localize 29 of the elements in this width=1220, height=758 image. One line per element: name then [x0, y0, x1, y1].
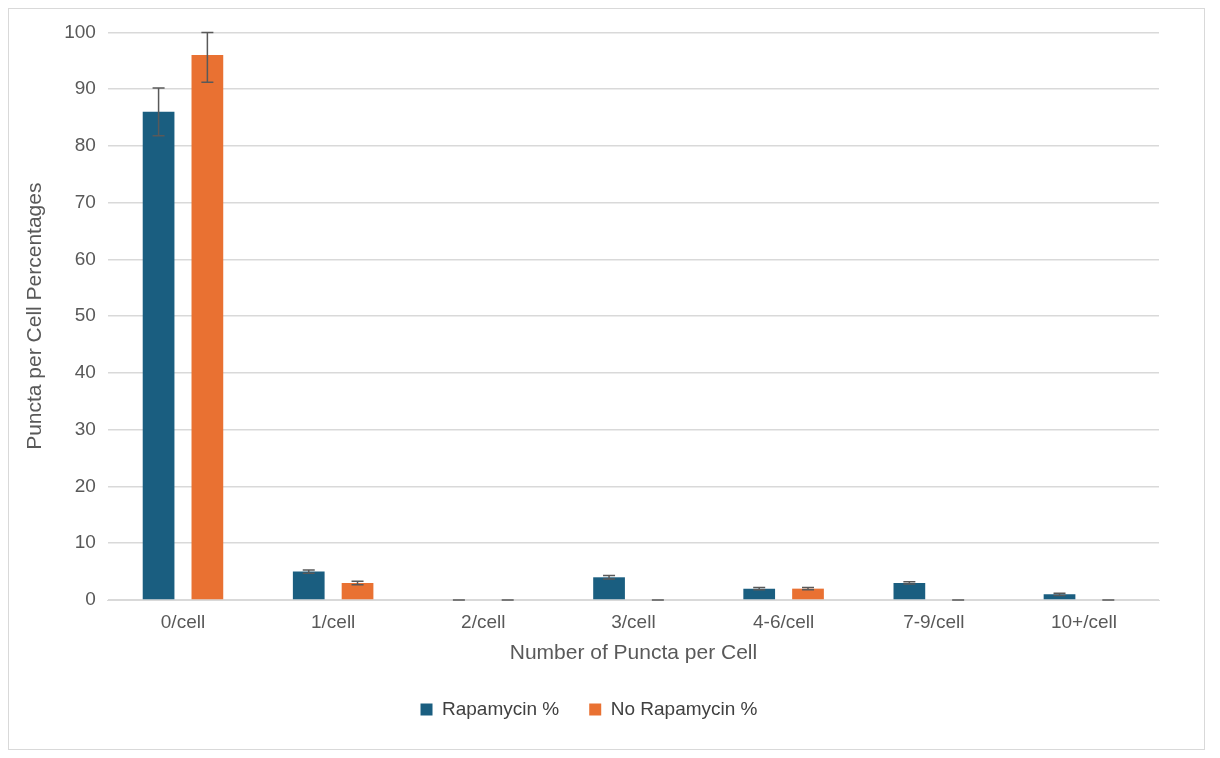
y-tick-label: 20 [74, 474, 96, 496]
x-tick-label: 3/cell [611, 610, 656, 632]
x-tick-label: 7-9/cell [903, 610, 965, 632]
y-tick-label: 30 [74, 417, 96, 439]
y-tick-label: 50 [74, 304, 96, 326]
bar [142, 111, 175, 600]
legend-label: No Rapamycin % [610, 697, 758, 719]
y-tick-label: 40 [74, 361, 96, 383]
y-tick-label: 90 [74, 77, 96, 99]
y-tick-label: 100 [64, 20, 96, 42]
bar [341, 582, 374, 600]
bar [1043, 594, 1076, 600]
bar [893, 582, 926, 600]
y-tick-label: 60 [74, 247, 96, 269]
x-tick-label: 4-6/cell [752, 610, 815, 632]
y-axis-title: Puncta per Cell Percentages [22, 182, 46, 450]
y-tick-label: 0 [85, 588, 96, 610]
x-tick-label: 0/cell [160, 610, 206, 632]
y-tick-label: 80 [74, 134, 96, 156]
legend-label: Rapamycin % [442, 697, 560, 719]
bar [292, 571, 325, 600]
x-tick-label: 1/cell [310, 610, 356, 632]
bar [191, 55, 224, 600]
bar [593, 577, 625, 600]
x-tick-label: 10+/cell [1050, 610, 1117, 632]
y-tick-label: 10 [74, 531, 96, 553]
x-tick-label: 2/cell [461, 610, 506, 632]
x-axis-title: Number of Puncta per Cell [509, 640, 758, 664]
y-tick-label: 70 [74, 190, 96, 212]
